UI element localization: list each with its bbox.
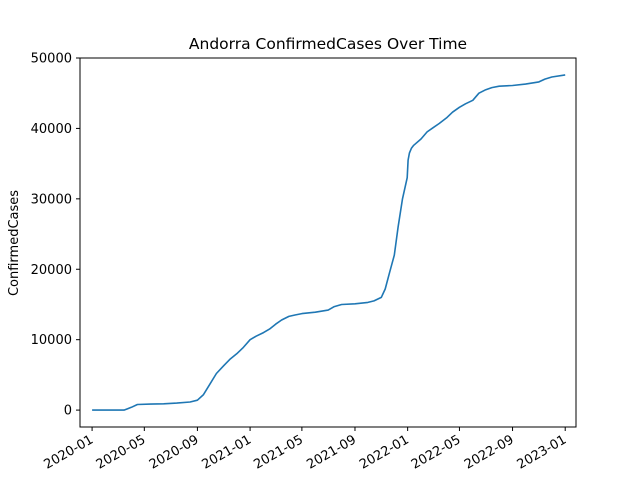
y-tick-label: 40000: [31, 122, 72, 137]
y-tick-label: 10000: [31, 333, 72, 348]
series-line: [92, 74, 566, 411]
plot-frame: [79, 57, 577, 428]
chart-title: Andorra ConfirmedCases Over Time: [189, 35, 467, 53]
y-tick-label: 20000: [31, 263, 72, 278]
y-axis-label: ConfirmedCases: [7, 190, 22, 296]
y-tick-label: 50000: [31, 52, 72, 67]
y-tick-label: 0: [64, 404, 72, 419]
y-tick-label: 30000: [31, 192, 72, 207]
